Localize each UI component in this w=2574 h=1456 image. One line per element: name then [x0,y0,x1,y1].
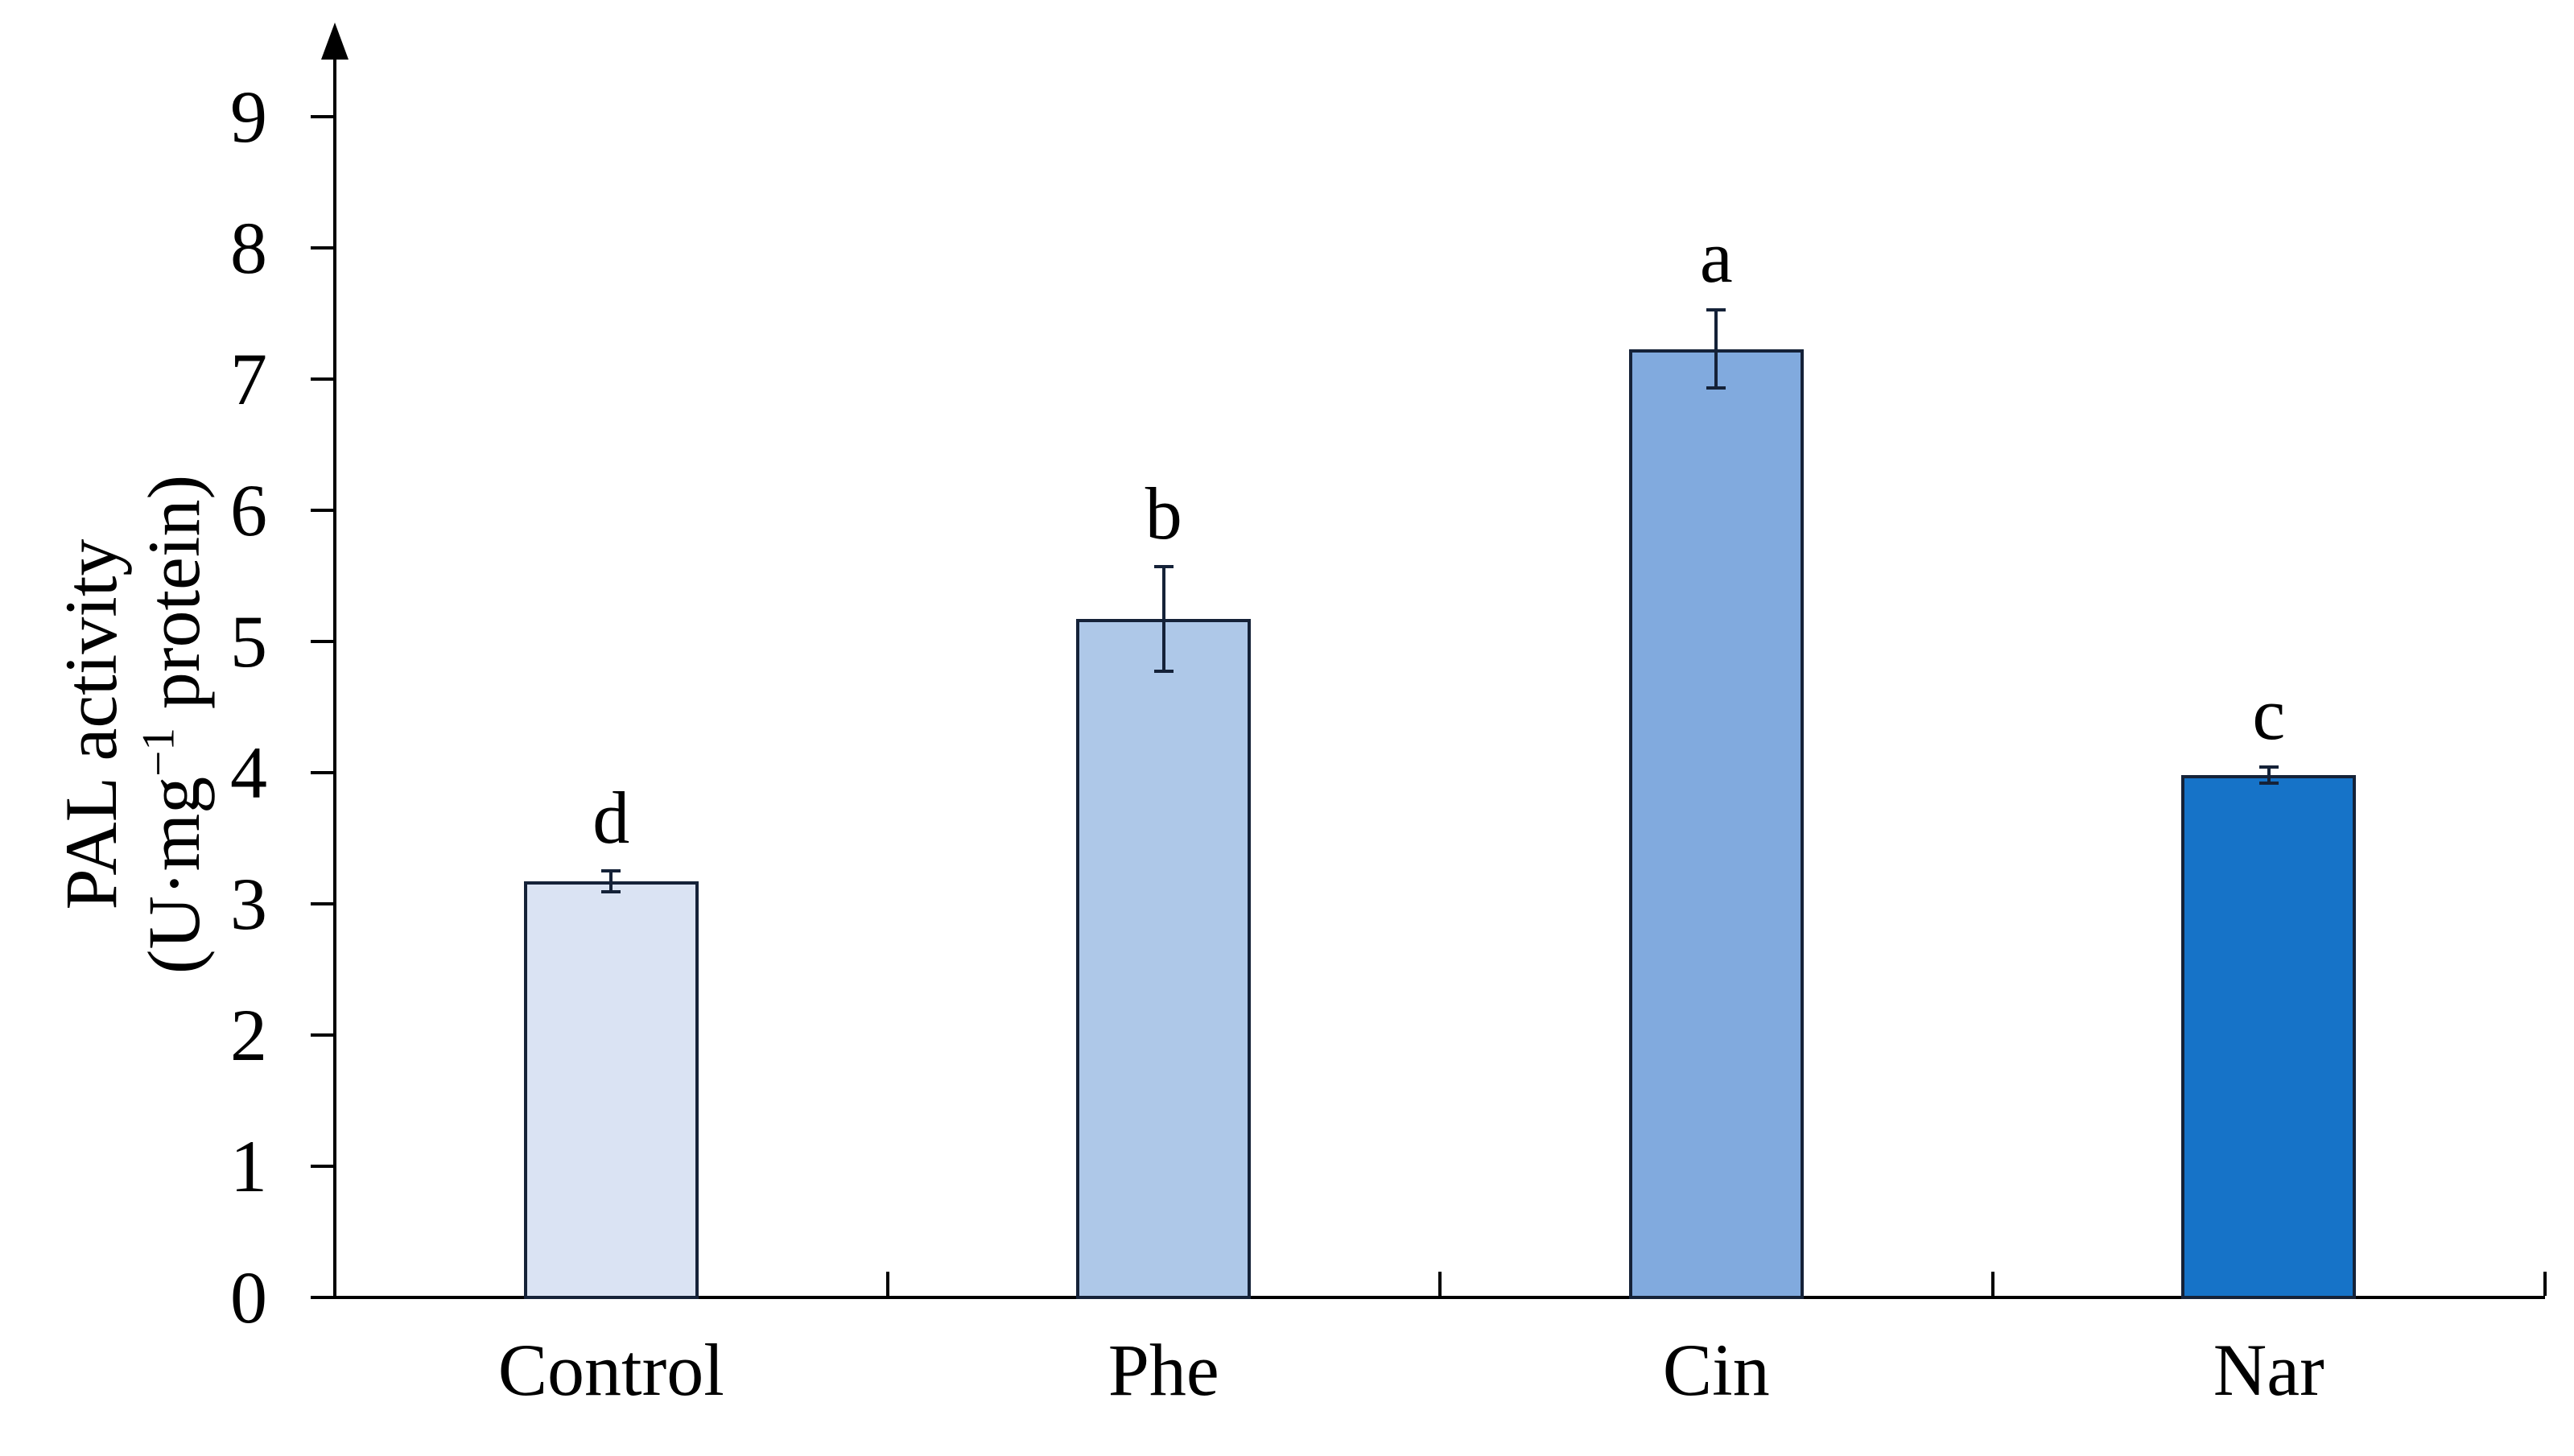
error-bar-bottom-cap [1153,670,1174,674]
y-axis-tick-label: 1 [230,1125,267,1207]
x-category-label-nar: Nar [2213,1329,2324,1411]
x-axis-tick [1438,1272,1442,1296]
error-bar-line [1161,567,1165,672]
y-axis-tick [311,1296,335,1299]
x-axis-tick [1990,1272,1994,1296]
x-axis-tick [2543,1272,2547,1296]
bar-control [523,881,699,1299]
bar-cin [1628,349,1804,1299]
y-axis-tick-label: 3 [230,863,267,945]
y-axis-title-line1: PAL activity [50,538,132,910]
y-axis-tick-label: 4 [230,732,267,814]
error-bar-top-cap [2258,765,2279,769]
y-axis-tick [311,246,335,250]
y-axis-tick-label: 9 [230,76,267,158]
y-axis-tick-label: 7 [230,338,267,420]
y-axis-tick-label: 6 [230,469,267,551]
significance-letter: a [1699,215,1733,298]
y-axis-tick-label: 2 [230,994,267,1076]
error-bar-line [2267,767,2271,784]
bar-nar [2181,775,2357,1299]
error-bar-line [609,871,613,893]
x-category-label-control: Control [497,1329,724,1411]
error-bar-top-cap [1706,307,1726,311]
significance-letter: b [1145,472,1182,555]
y-axis-tick-label: 5 [230,600,267,683]
error-bar-top-cap [1153,565,1174,569]
y-axis-tick [311,115,335,118]
x-category-label-cin: Cin [1662,1329,1770,1411]
y-axis-tick-label: 0 [230,1256,267,1338]
error-bar-bottom-cap [1706,386,1726,390]
error-bar-line [1714,309,1718,389]
y-axis-line [333,55,336,1299]
error-bar-bottom-cap [601,890,621,894]
y-axis-tick [311,640,335,643]
y-axis-arrowhead-icon [321,23,349,60]
y-axis-tick-label: 8 [230,207,267,289]
y-axis-tick [311,509,335,512]
error-bar-top-cap [601,869,621,873]
significance-letter: c [2252,673,2286,756]
bar-phe [1076,619,1252,1299]
y-axis-tick [311,771,335,774]
y-axis-tick [311,377,335,381]
y-axis-tick [311,1165,335,1168]
x-axis-tick [885,1272,889,1296]
error-bar-bottom-cap [2258,782,2279,786]
y-axis-tick [311,1033,335,1037]
x-category-label-phe: Phe [1108,1329,1219,1411]
y-axis-tick [311,902,335,905]
significance-letter: d [592,777,630,860]
x-axis-line [333,1296,2545,1299]
